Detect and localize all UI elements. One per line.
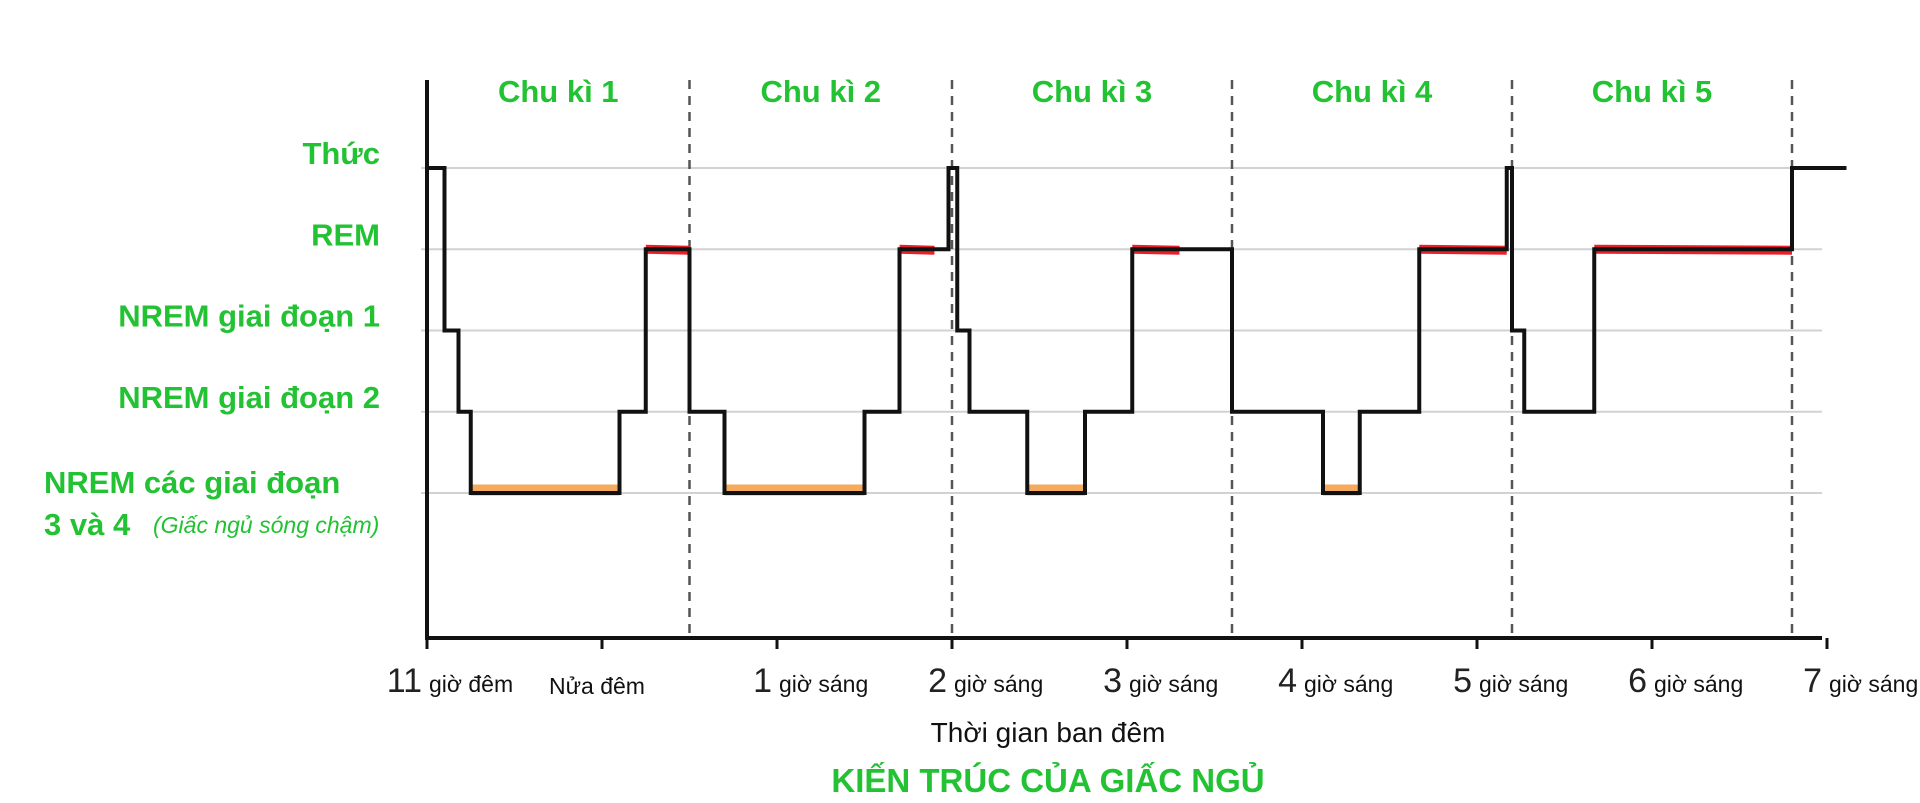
- x-tick-number: 4: [1278, 662, 1297, 700]
- x-tick-word: giờ sáng: [1129, 671, 1218, 697]
- x-tick-word: giờ sáng: [1479, 671, 1568, 697]
- x-tick-word: Nửa đêm: [549, 673, 645, 699]
- x-tick-word: giờ sáng: [1829, 671, 1918, 697]
- y-level-label: NREM giai đoạn 2: [118, 380, 380, 415]
- cycle-label: Chu kì 1: [498, 74, 619, 109]
- x-tick-word: giờ sáng: [954, 671, 1043, 697]
- x-tick-number: 5: [1453, 662, 1472, 700]
- y-level-label: NREM các giai đoạn: [44, 465, 340, 500]
- cycle-label: Chu kì 3: [1032, 74, 1153, 109]
- x-tick-number: 6: [1628, 662, 1647, 700]
- cycle-label: Chu kì 5: [1592, 74, 1713, 109]
- x-tick-number: 7: [1803, 662, 1822, 700]
- cycle-label: Chu kì 2: [760, 74, 881, 109]
- y-level-label: NREM giai đoạn 1: [118, 299, 380, 334]
- x-tick-word: giờ sáng: [1304, 671, 1393, 697]
- y-level-note: (Giấc ngủ sóng chậm): [153, 512, 379, 538]
- x-tick-number: 11: [387, 662, 422, 700]
- x-tick-number: 1: [753, 662, 772, 700]
- x-tick-word: giờ đêm: [429, 671, 513, 697]
- x-tick-word: giờ sáng: [1654, 671, 1743, 697]
- cycle-label: Chu kì 4: [1312, 74, 1433, 109]
- chart-title: KIẾN TRÚC CỦA GIẤC NGỦ: [831, 762, 1264, 799]
- x-tick-word: giờ sáng: [779, 671, 868, 697]
- y-level-label: REM: [311, 217, 380, 252]
- x-tick-number: 2: [928, 662, 947, 700]
- y-level-label: Thức: [302, 136, 380, 171]
- y-level-label-line2: 3 và 4: [44, 507, 131, 542]
- x-axis-title: Thời gian ban đêm: [931, 717, 1166, 748]
- x-tick-number: 3: [1103, 662, 1122, 700]
- hypnogram-line: [425, 166, 1847, 495]
